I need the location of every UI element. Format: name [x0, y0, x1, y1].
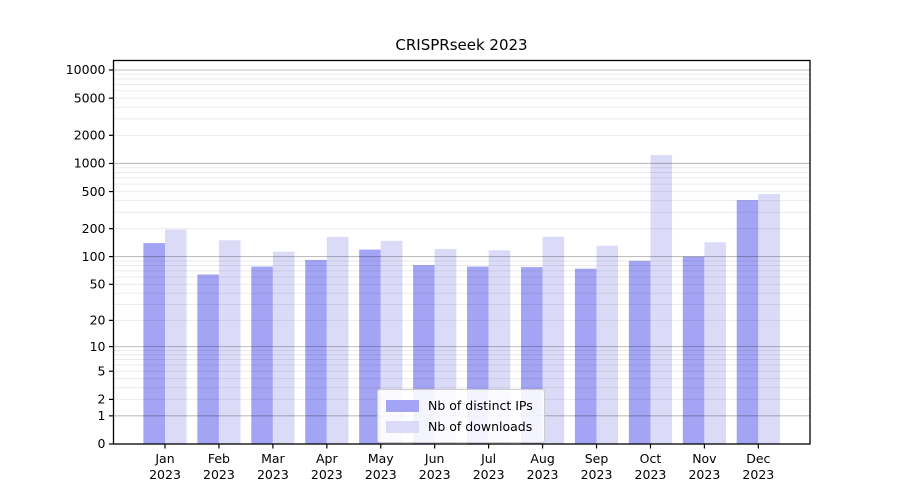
bar-distinct-ips-may — [359, 249, 381, 444]
bar-distinct-ips-sep — [574, 268, 597, 444]
bar-downloads-feb — [218, 240, 241, 444]
y-tick-label: 20 — [90, 313, 106, 328]
legend-label-downloads: Nb of downloads — [428, 419, 533, 434]
y-tick-label: 2 — [98, 392, 106, 407]
bar-distinct-ips-feb — [197, 274, 219, 444]
bar-distinct-ips-apr — [305, 259, 327, 444]
bar-downloads-jan — [165, 229, 187, 444]
x-tick-label: Oct 2023 — [635, 451, 667, 482]
y-tick-label: 500 — [82, 184, 106, 199]
y-tick-label: 5 — [98, 363, 106, 378]
y-tick-label: 1000 — [74, 156, 106, 171]
bar-downloads-dec — [758, 194, 780, 444]
x-tick-label: Feb 2023 — [203, 451, 235, 482]
bar-downloads-aug — [542, 236, 565, 444]
x-tick-label: Nov 2023 — [688, 451, 720, 482]
y-tick-label: 10000 — [66, 62, 106, 77]
bar-downloads-nov — [704, 242, 726, 444]
x-tick-label: Jun 2023 — [419, 451, 451, 482]
legend-swatch-downloads-icon — [386, 420, 419, 433]
y-tick-label: 2000 — [74, 128, 106, 143]
plot-frame — [112, 59, 811, 445]
bar-distinct-ips-nov — [682, 256, 705, 444]
y-tick-label: 0 — [98, 436, 106, 451]
chart-title: CRISPRseek 2023 — [395, 36, 528, 54]
x-tick-label: Mar 2023 — [257, 451, 289, 482]
bar-distinct-ips-dec — [736, 200, 759, 444]
x-tick-label: May 2023 — [365, 451, 397, 482]
legend-swatch-distinct-ips-icon — [386, 399, 419, 412]
x-tick-label: Jan 2023 — [149, 451, 181, 482]
y-tick-label: 50 — [90, 277, 106, 292]
y-tick-label: 10 — [90, 339, 106, 354]
bar-distinct-ips-oct — [628, 260, 651, 444]
legend-item-downloads: Nb of downloads — [386, 416, 536, 437]
legend-label-distinct-ips: Nb of distinct IPs — [428, 398, 533, 413]
x-tick-label: Sep 2023 — [581, 451, 613, 482]
x-tick-label: Jul 2023 — [473, 451, 505, 482]
x-tick-label: Aug 2023 — [527, 451, 559, 482]
bar-downloads-sep — [596, 245, 619, 444]
bar-distinct-ips-mar — [251, 266, 273, 444]
bar-downloads-apr — [326, 236, 349, 444]
x-tick-label: Apr 2023 — [311, 451, 343, 482]
bar-downloads-mar — [272, 251, 295, 444]
bar-downloads-oct — [650, 155, 673, 444]
bar-distinct-ips-jan — [143, 243, 165, 444]
y-tick-label: 200 — [82, 221, 106, 236]
legend-item-distinct-ips: Nb of distinct IPs — [386, 395, 536, 416]
y-tick-label: 100 — [82, 249, 106, 264]
y-tick-label: 5000 — [74, 90, 106, 105]
legend: Nb of distinct IPs Nb of downloads — [377, 389, 545, 443]
x-tick-label: Dec 2023 — [742, 451, 774, 482]
y-tick-label: 1 — [98, 408, 106, 423]
